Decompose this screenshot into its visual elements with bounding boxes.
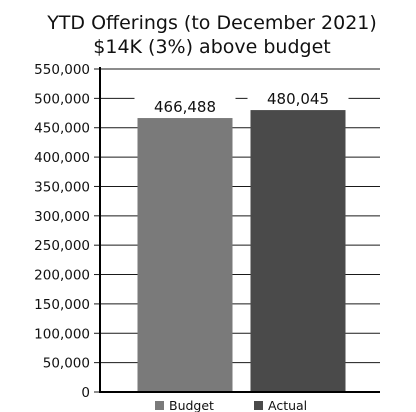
y-tick-label: 350,000 bbox=[34, 179, 90, 195]
data-label-budget: 466,488 bbox=[154, 98, 216, 116]
y-tick-label: 150,000 bbox=[34, 297, 90, 313]
y-tick-label: 200,000 bbox=[34, 268, 90, 284]
y-tick-label: 250,000 bbox=[34, 238, 90, 254]
legend-swatch-budget bbox=[155, 401, 164, 410]
y-tick-label: 300,000 bbox=[34, 209, 90, 225]
y-tick-label: 100,000 bbox=[34, 326, 90, 342]
data-label-background bbox=[134, 96, 236, 117]
chart-title: YTD Offerings (to December 2021) bbox=[46, 12, 377, 34]
legend-label-budget: Budget bbox=[169, 398, 214, 412]
y-axis-ticks: 0 50,000 100,000 150,000 200,000 250,000 300,0… bbox=[34, 62, 100, 401]
legend-label-actual: Actual bbox=[268, 398, 307, 412]
legend: Budget Actual bbox=[155, 398, 307, 412]
y-tick-label: 0 bbox=[81, 385, 90, 401]
data-label-background bbox=[247, 88, 349, 109]
bar-budget bbox=[137, 118, 233, 393]
bar-actual bbox=[250, 110, 346, 392]
y-tick-label: 400,000 bbox=[34, 150, 90, 166]
chart-subtitle: $14K (3%) above budget bbox=[93, 36, 330, 58]
axes bbox=[99, 67, 380, 393]
y-tick-label: 50,000 bbox=[43, 356, 90, 372]
bars bbox=[137, 110, 346, 393]
y-tick-label: 500,000 bbox=[34, 91, 90, 107]
y-tick-label: 450,000 bbox=[34, 121, 90, 137]
data-labels: 466,488 480,045 bbox=[134, 88, 349, 117]
legend-swatch-actual bbox=[254, 401, 263, 410]
data-label-actual: 480,045 bbox=[267, 90, 329, 108]
y-tick-label: 550,000 bbox=[34, 62, 90, 78]
